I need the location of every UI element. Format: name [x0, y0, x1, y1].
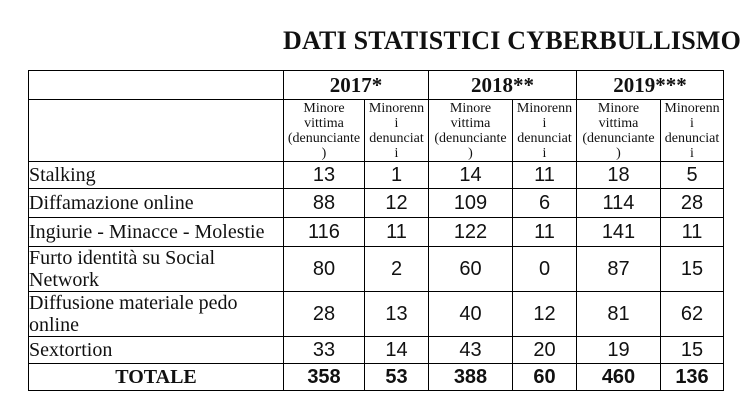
value-cell: 11: [364, 217, 429, 247]
value-cell: 81: [576, 291, 661, 337]
table-row-ingiurie: Ingiurie - Minacce - Molestie 116 11 122…: [28, 217, 724, 247]
value-cell: 19: [576, 336, 661, 364]
header-blank-cell: [28, 99, 284, 162]
subheader-accused-2019: Minorenn i denunciat i: [660, 99, 724, 162]
value-cell: 14: [364, 336, 429, 364]
subheader-accused-2018: Minorenn i denunciat i: [512, 99, 577, 162]
total-value-cell: 136: [660, 363, 724, 391]
year-header-2018: 2018**: [428, 70, 577, 100]
subheader-victim-2017: Minore vittima (denunciante ): [283, 99, 365, 162]
value-cell: 13: [283, 161, 365, 189]
value-cell: 6: [512, 188, 577, 218]
value-cell: 40: [428, 291, 513, 337]
value-cell: 12: [364, 188, 429, 218]
value-cell: 0: [512, 246, 577, 292]
value-cell: 60: [428, 246, 513, 292]
value-cell: 2: [364, 246, 429, 292]
page-title: DATI STATISTICI CYBERBULLISMO: [283, 26, 742, 55]
year-header-2017: 2017*: [283, 70, 429, 100]
subheader-accused-2017: Minorenn i denunciat i: [364, 99, 429, 162]
table-row-furto-identita: Furto identità su Social Network 80 2 60…: [28, 246, 724, 292]
table-row-diffamazione: Diffamazione online 88 12 109 6 114 28: [28, 188, 724, 218]
row-label: Furto identità su Social Network: [28, 246, 284, 292]
value-cell: 87: [576, 246, 661, 292]
value-cell: 11: [660, 217, 724, 247]
value-cell: 88: [283, 188, 365, 218]
value-cell: 5: [660, 161, 724, 189]
table-row-sextortion: Sextortion 33 14 43 20 19 15: [28, 336, 724, 364]
value-cell: 13: [364, 291, 429, 337]
value-cell: 28: [660, 188, 724, 218]
value-cell: 80: [283, 246, 365, 292]
value-cell: 1: [364, 161, 429, 189]
value-cell: 109: [428, 188, 513, 218]
value-cell: 15: [660, 336, 724, 364]
table-row-totale: TOTALE 358 53 388 60 460 136: [28, 363, 724, 391]
value-cell: 12: [512, 291, 577, 337]
cyberbullying-statistics-table: 2017* 2018** 2019*** Minore vittima (den…: [28, 70, 724, 391]
value-cell: 11: [512, 161, 577, 189]
header-blank-cell: [28, 70, 284, 100]
row-label: Diffusione materiale pedo online: [28, 291, 284, 337]
value-cell: 11: [512, 217, 577, 247]
total-label: TOTALE: [28, 363, 284, 391]
total-value-cell: 358: [283, 363, 365, 391]
subheader-victim-2019: Minore vittima (denunciante ): [576, 99, 661, 162]
value-cell: 141: [576, 217, 661, 247]
value-cell: 28: [283, 291, 365, 337]
total-value-cell: 388: [428, 363, 513, 391]
year-header-2019: 2019***: [576, 70, 724, 100]
row-label: Sextortion: [28, 336, 284, 364]
value-cell: 18: [576, 161, 661, 189]
value-cell: 116: [283, 217, 365, 247]
subheader-row: Minore vittima (denunciante ) Minorenn i…: [28, 99, 724, 162]
value-cell: 122: [428, 217, 513, 247]
value-cell: 14: [428, 161, 513, 189]
value-cell: 62: [660, 291, 724, 337]
row-label: Ingiurie - Minacce - Molestie: [28, 217, 284, 247]
year-header-row: 2017* 2018** 2019***: [28, 70, 724, 100]
total-value-cell: 53: [364, 363, 429, 391]
value-cell: 43: [428, 336, 513, 364]
value-cell: 20: [512, 336, 577, 364]
value-cell: 114: [576, 188, 661, 218]
row-label: Diffamazione online: [28, 188, 284, 218]
value-cell: 15: [660, 246, 724, 292]
table-row-stalking: Stalking 13 1 14 11 18 5: [28, 161, 724, 189]
table-row-diffusione: Diffusione materiale pedo online 28 13 4…: [28, 291, 724, 337]
row-label: Stalking: [28, 161, 284, 189]
total-value-cell: 460: [576, 363, 661, 391]
value-cell: 33: [283, 336, 365, 364]
subheader-victim-2018: Minore vittima (denunciante ): [428, 99, 513, 162]
total-value-cell: 60: [512, 363, 577, 391]
